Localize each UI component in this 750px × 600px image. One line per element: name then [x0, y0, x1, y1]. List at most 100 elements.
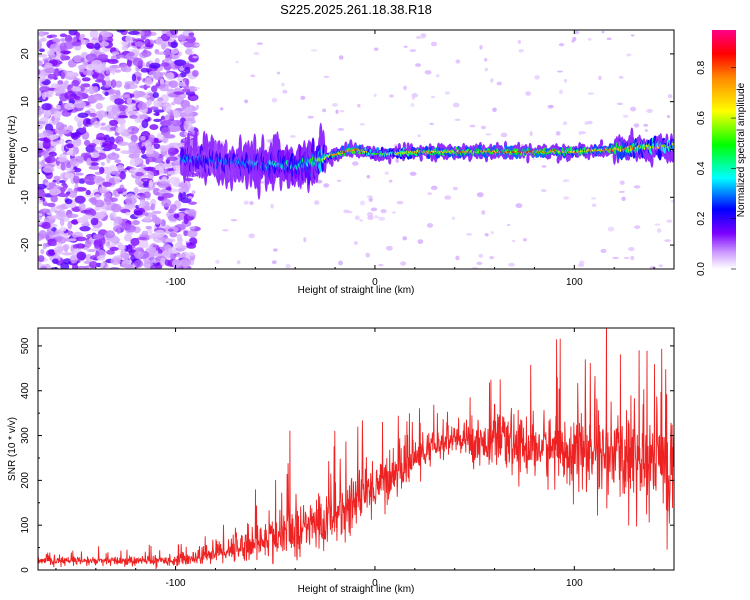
spectrogram-cell	[120, 249, 126, 257]
spectrogram-cell	[409, 171, 417, 176]
spectrogram-cell	[314, 200, 320, 205]
snr-frame	[37, 327, 675, 571]
spectrogram-cell	[150, 264, 158, 269]
spectrogram-cell	[478, 253, 484, 258]
spectrogram-cell	[670, 200, 674, 203]
spectrogram-cell	[59, 42, 67, 52]
spectrogram-cell	[359, 123, 365, 126]
spectrogram-cell	[115, 187, 127, 193]
spectrogram-cell	[400, 261, 407, 266]
spectrogram-cell	[476, 261, 483, 265]
spectrogram-cell	[55, 122, 65, 131]
spectrogram-cell	[127, 110, 139, 115]
spectrogram-cell	[53, 246, 64, 255]
spectrogram-cell	[71, 41, 82, 47]
spectrogram-cell	[166, 88, 175, 93]
spectrogram-cell	[462, 142, 466, 151]
spectrogram-cell	[666, 115, 671, 118]
colorbar-tick-label: 0.6	[696, 111, 707, 125]
spectrogram-cell	[616, 102, 623, 106]
spectrogram-cell	[336, 179, 342, 183]
colorbar-tick-label: 0.2	[696, 211, 707, 225]
spectrogram-cell	[249, 201, 254, 206]
spectrogram-cell	[100, 210, 108, 217]
spectrogram-cell	[409, 49, 417, 52]
spectrogram-cell	[44, 155, 56, 164]
spectrogram-cell	[102, 181, 113, 188]
spectrogram-cell	[128, 51, 135, 57]
spectrogram-cell	[44, 67, 55, 74]
spectrogram-cell	[38, 212, 43, 217]
spectrogram-cell	[114, 159, 122, 164]
spectrogram-cell	[142, 181, 149, 188]
spectrogram-cell	[101, 122, 106, 126]
spectrogram-cell	[38, 199, 44, 204]
spectrogram-cell	[104, 230, 116, 239]
spectrogram-cell	[378, 263, 384, 267]
spectrogram-y-tick-label: 0	[20, 146, 31, 152]
spectrogram-cell	[68, 238, 77, 242]
spectrogram-cell	[190, 95, 198, 101]
spectrogram-cell	[82, 69, 94, 76]
spectrogram-cell	[388, 156, 392, 165]
spectrogram-cell	[170, 30, 179, 36]
spectrogram-cell	[307, 115, 314, 119]
spectrogram-cell	[253, 51, 260, 56]
spectrogram-cell	[49, 43, 62, 53]
spectrogram-cell	[137, 76, 142, 81]
spectrogram-cell	[164, 238, 176, 243]
spectrogram-cell	[43, 109, 52, 118]
spectrogram-cell	[380, 208, 387, 214]
spectrogram-cell	[584, 121, 588, 125]
spectrogram-cell	[184, 66, 191, 74]
spectrogram-cell	[270, 203, 274, 209]
spectrogram-cell	[455, 59, 461, 64]
spectrogram-cell	[170, 101, 176, 106]
spectrogram-cell	[481, 210, 486, 215]
colorbar-tick-label: 0.0	[696, 262, 707, 276]
snr-x-ticks: -100 0 100	[55, 328, 655, 589]
spectrogram-cell	[158, 167, 164, 176]
spectrogram-cell	[403, 85, 408, 91]
spectrogram-cell	[159, 78, 165, 86]
spectrogram-cell	[87, 95, 99, 103]
spectrogram-cell	[59, 217, 65, 227]
spectrogram-cell	[563, 196, 570, 200]
spectrogram-cell	[338, 55, 344, 60]
spectrogram-cell	[426, 222, 434, 228]
spectrogram-cell	[563, 121, 568, 126]
spectrogram-cell	[529, 131, 533, 137]
spectrogram-cell	[323, 75, 330, 78]
spectrogram-cell	[144, 77, 153, 87]
spectrogram-cell	[184, 106, 193, 115]
spectrogram-cell	[96, 255, 106, 261]
spectrogram-cell	[176, 233, 183, 242]
spectrogram-cell	[38, 73, 47, 82]
spectrogram-cell	[160, 257, 166, 267]
spectrogram-cell	[62, 50, 70, 55]
spectrogram-cell	[69, 254, 78, 264]
spectrogram-cell	[562, 179, 570, 183]
spectrogram-cell	[517, 141, 521, 150]
spectrogram-cell	[184, 132, 189, 136]
spectrogram-cell	[170, 48, 179, 55]
spectrogram-cell	[109, 214, 114, 220]
spectrogram-cell	[41, 221, 51, 230]
spectrogram-cell	[46, 34, 53, 39]
spectrogram-cell	[121, 94, 131, 98]
spectrogram-cell	[134, 157, 143, 165]
spectrogram-cell	[183, 230, 189, 237]
spectrogram-cell	[133, 250, 144, 259]
spectrogram-cell	[54, 210, 59, 214]
spectrogram-cell	[38, 69, 41, 75]
spectrogram-cell	[166, 156, 178, 161]
spectrogram-cell	[416, 36, 421, 39]
spectrogram-cell	[152, 187, 161, 196]
spectrogram-cell	[419, 35, 427, 39]
spectrogram-cell	[76, 251, 87, 261]
spectrogram-cell	[654, 223, 661, 226]
spectrogram-cell	[195, 104, 200, 110]
spectrogram-y-tick-label: 10	[20, 96, 31, 108]
spectrogram-cell	[60, 53, 66, 61]
spectrogram-cell	[430, 154, 434, 162]
